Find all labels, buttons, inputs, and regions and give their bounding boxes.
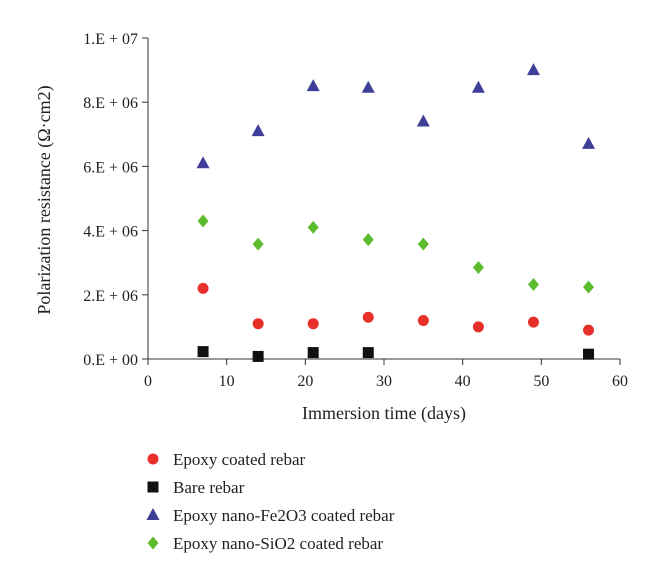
data-point-circle xyxy=(252,318,264,330)
legend-marker-diamond xyxy=(147,536,159,550)
data-point-triangle xyxy=(306,79,320,92)
data-point-diamond xyxy=(417,237,429,251)
plot-area: 0 10 20 30 40 50 60 0.E + 00 2.E + 06 4.E + 06 6.E… xyxy=(83,31,628,390)
data-point-circle xyxy=(362,311,374,323)
y-tick-label: 2.E + 06 xyxy=(83,288,138,305)
legend-marker-triangle xyxy=(146,508,160,520)
x-tick-label: 60 xyxy=(612,373,628,390)
legend: Epoxy coated rebar Bare rebar Epoxy nano-F… xyxy=(146,450,395,553)
y-tick-label: 1.E + 07 xyxy=(83,31,138,48)
legend-label: Epoxy coated rebar xyxy=(173,450,305,469)
legend-label: Epoxy nano-Fe2O3 coated rebar xyxy=(173,506,395,525)
data-point-triangle xyxy=(251,124,265,137)
data-point-circle xyxy=(472,321,484,333)
y-tick-label: 0.E + 00 xyxy=(83,352,138,369)
legend-marker-circle xyxy=(147,453,159,465)
data-point-triangle xyxy=(196,156,210,169)
data-point-square xyxy=(362,347,374,359)
data-point-square xyxy=(252,350,264,362)
data-point-triangle xyxy=(416,114,430,127)
data-point-diamond xyxy=(472,261,484,275)
data-point-diamond xyxy=(583,280,595,294)
data-point-triangle xyxy=(526,63,540,76)
y-tick-label: 4.E + 06 xyxy=(83,224,138,241)
data-point-triangle xyxy=(582,136,596,149)
x-tick-label: 0 xyxy=(144,373,152,390)
y-tick-label: 8.E + 06 xyxy=(83,95,138,112)
data-point-square xyxy=(307,347,319,359)
data-point-circle xyxy=(527,316,539,328)
legend-label: Bare rebar xyxy=(173,478,245,497)
x-tick-label: 20 xyxy=(297,373,313,390)
data-point-triangle xyxy=(471,80,485,93)
data-point-circle xyxy=(197,282,209,294)
y-axis-title: Polarization resistance (Ω·cm2) xyxy=(34,85,55,314)
data-point-circle xyxy=(307,318,319,330)
legend-marker-square xyxy=(147,481,159,493)
data-point-diamond xyxy=(362,233,374,247)
data-point-diamond xyxy=(307,220,319,234)
x-tick-label: 50 xyxy=(533,373,549,390)
x-tick-label: 30 xyxy=(376,373,392,390)
data-point-diamond xyxy=(197,214,209,228)
data-point-square xyxy=(583,348,595,360)
data-point-square xyxy=(197,346,209,358)
data-point-diamond xyxy=(252,237,264,251)
data-point-circle xyxy=(583,324,595,336)
y-tick-label: 6.E + 06 xyxy=(83,159,138,176)
data-point-triangle xyxy=(361,80,375,93)
x-axis-title: Immersion time (days) xyxy=(302,403,466,424)
data-point-diamond xyxy=(527,278,539,292)
x-tick-label: 40 xyxy=(455,373,471,390)
x-tick-label: 10 xyxy=(219,373,235,390)
data-point-circle xyxy=(417,314,429,326)
legend-label: Epoxy nano-SiO2 coated rebar xyxy=(173,534,383,553)
